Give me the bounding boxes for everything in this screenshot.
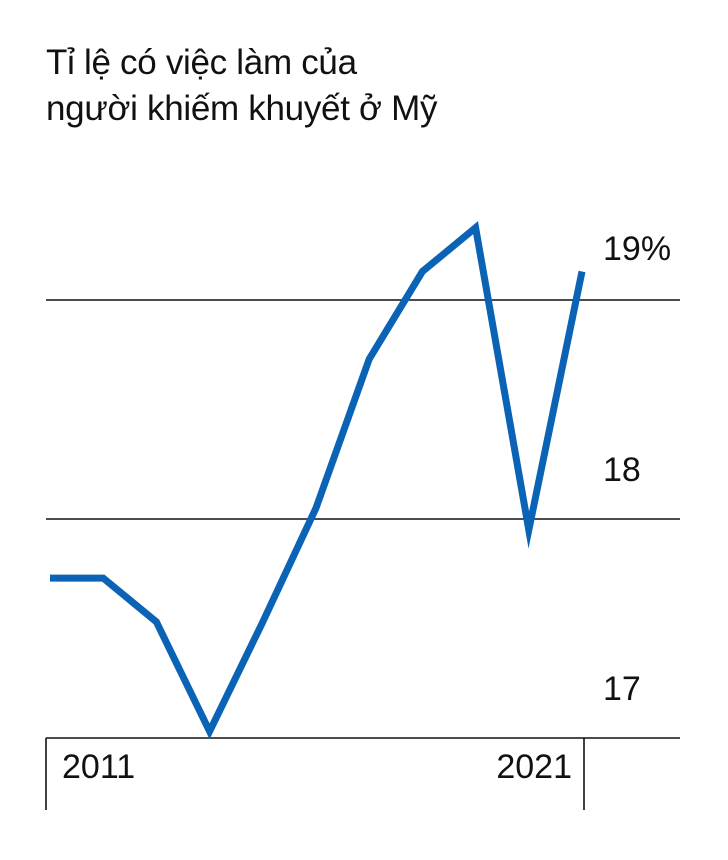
series-line-0 [50,221,586,740]
y-tick-label-19: 19% [603,230,671,268]
y-tick-label-18: 18 [603,451,641,489]
x-tick-label-2011: 2011 [62,748,135,786]
chart-title: Tỉ lệ có việc làm của người khiếm khuyết… [46,40,437,132]
chart-title-line-2: người khiếm khuyết ở Mỹ [46,89,438,128]
x-tick-labels: 2011 2021 [62,748,572,786]
y-tick-labels: 17 18 19% [603,230,671,708]
series-group [49,221,586,740]
chart-title-line-1: Tỉ lệ có việc làm của [46,43,357,82]
x-tick-label-2021: 2021 [496,748,572,786]
x-axis [45,737,680,810]
y-tick-label-17: 17 [603,670,641,708]
gridlines [46,299,680,520]
